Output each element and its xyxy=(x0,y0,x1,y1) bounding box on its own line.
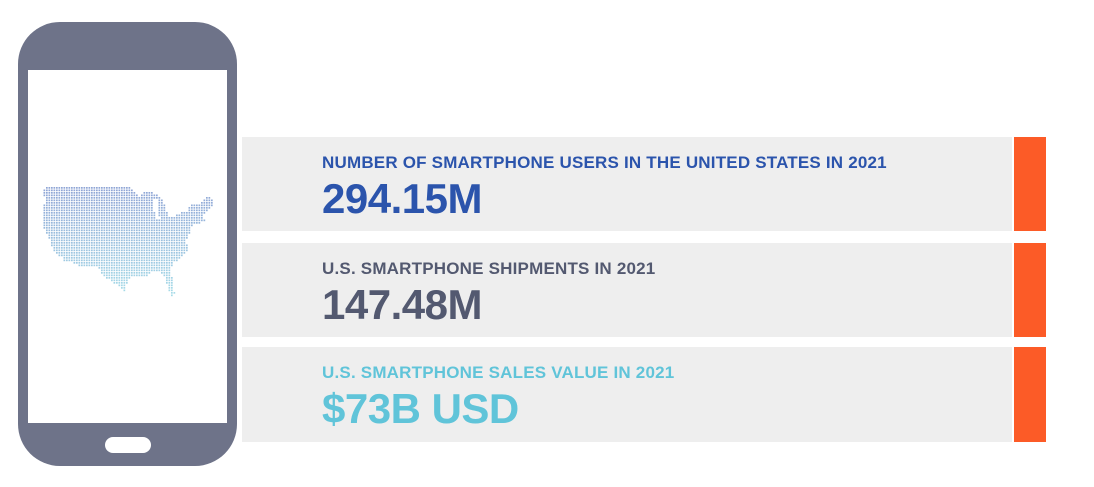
stat-row-shipments: U.S. SMARTPHONE SHIPMENTS IN 2021 147.48… xyxy=(242,243,1046,337)
stat-value: 294.15M xyxy=(322,175,482,222)
stat-bar: U.S. SMARTPHONE SHIPMENTS IN 2021 147.48… xyxy=(242,243,1012,337)
phone-screen xyxy=(28,70,227,423)
stat-label: U.S. SMARTPHONE SHIPMENTS IN 2021 xyxy=(322,259,656,278)
accent-block xyxy=(1014,243,1046,337)
stat-bar: U.S. SMARTPHONE SALES VALUE IN 2021 $73B… xyxy=(242,347,1012,442)
stat-label: NUMBER OF SMARTPHONE USERS IN THE UNITED… xyxy=(322,153,887,172)
stat-value: 147.48M xyxy=(322,281,482,328)
phone-home-button-icon xyxy=(105,437,151,453)
accent-block xyxy=(1014,137,1046,231)
smartphone-illustration xyxy=(18,22,237,466)
stat-row-users: NUMBER OF SMARTPHONE USERS IN THE UNITED… xyxy=(242,137,1046,231)
stat-bar: NUMBER OF SMARTPHONE USERS IN THE UNITED… xyxy=(242,137,1012,231)
stat-list: NUMBER OF SMARTPHONE USERS IN THE UNITED… xyxy=(242,137,1046,442)
stat-label: U.S. SMARTPHONE SALES VALUE IN 2021 xyxy=(322,363,675,382)
accent-block xyxy=(1014,347,1046,442)
usa-dotted-map-icon xyxy=(43,187,213,297)
stat-row-sales-value: U.S. SMARTPHONE SALES VALUE IN 2021 $73B… xyxy=(242,347,1046,442)
usa-map-container xyxy=(41,186,213,298)
stat-value: $73B USD xyxy=(322,385,519,432)
